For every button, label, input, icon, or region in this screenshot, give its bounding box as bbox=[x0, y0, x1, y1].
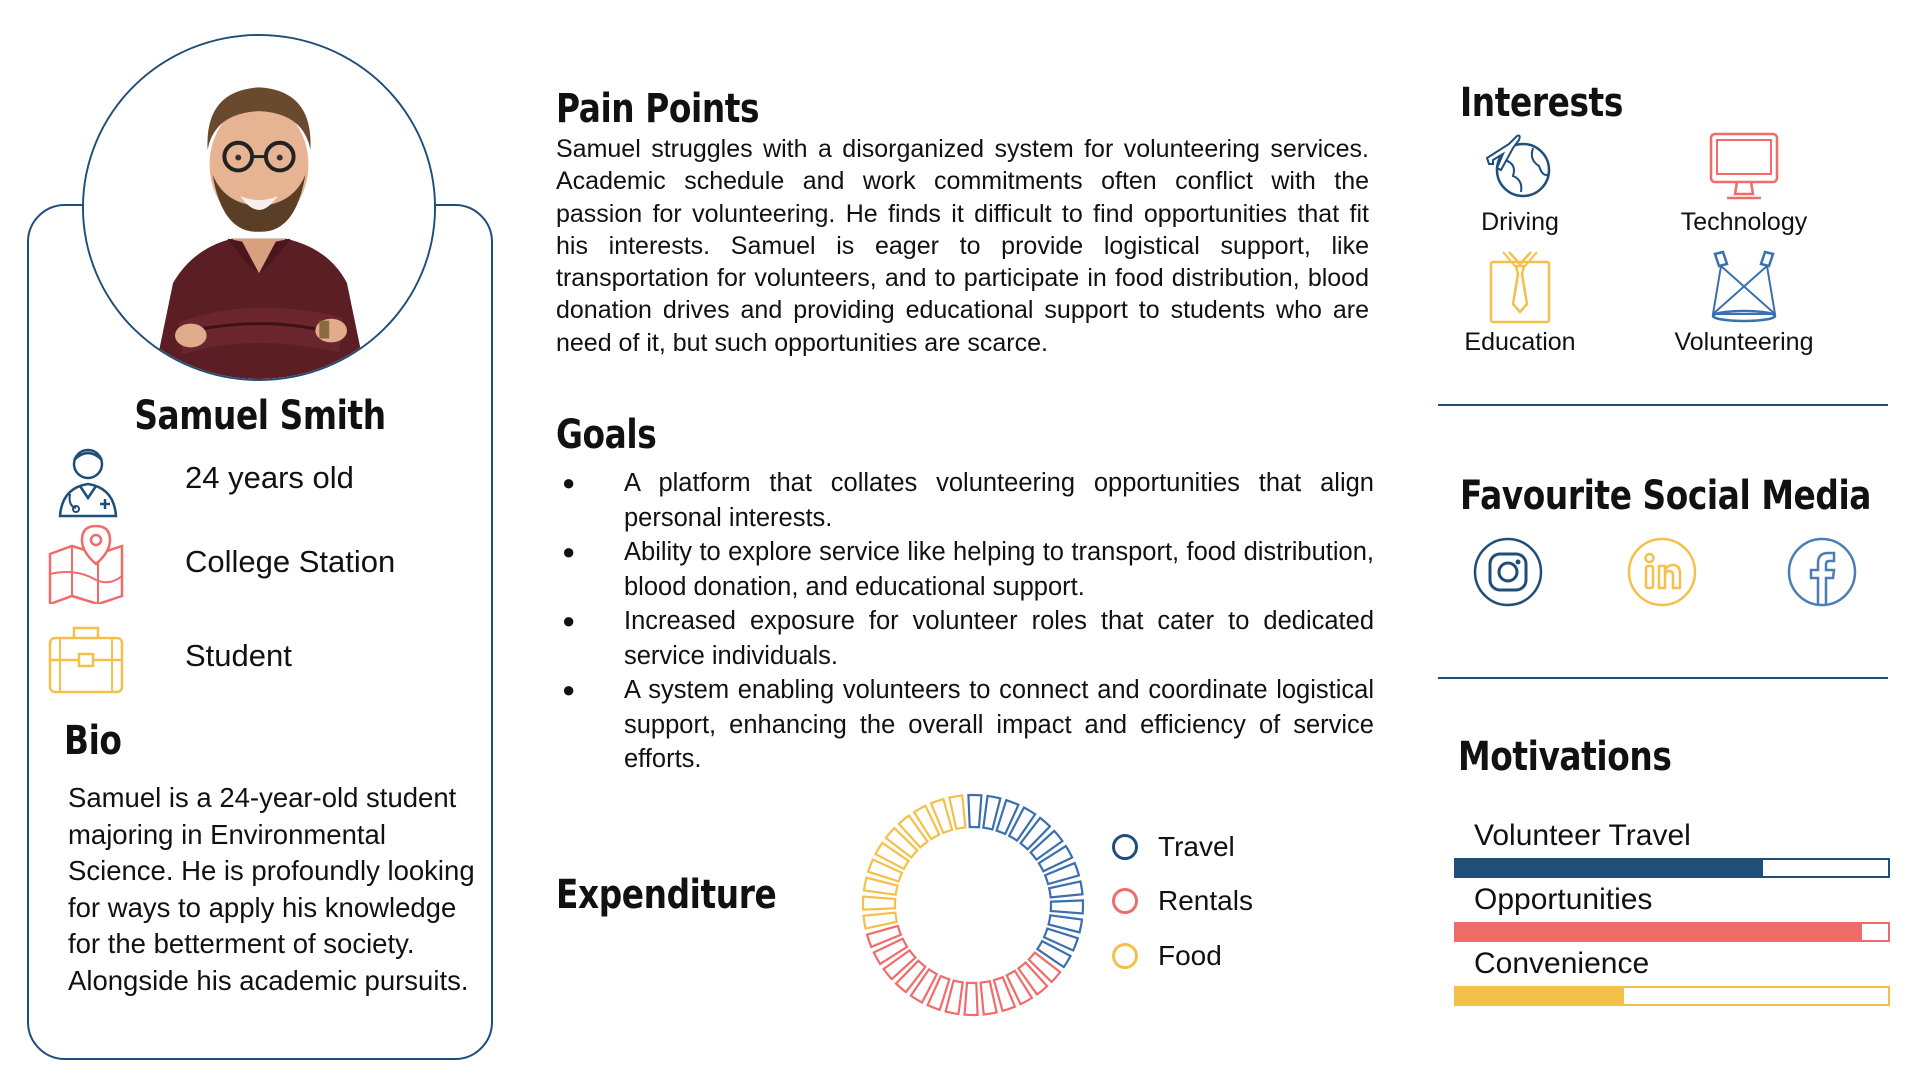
legend-item-travel: Travel bbox=[1112, 827, 1235, 867]
motivation-label: Volunteer Travel bbox=[1474, 819, 1691, 852]
facebook-icon[interactable] bbox=[1786, 536, 1858, 608]
bio-text: Samuel is a 24-year-old student majoring… bbox=[68, 782, 475, 996]
legend-item-rentals: Rentals bbox=[1112, 881, 1253, 921]
goals-list: ● A platform that collates volunteering o… bbox=[556, 466, 1374, 777]
social-media-heading: Favourite Social Media bbox=[1460, 473, 1872, 519]
motivation-bar-convenience bbox=[1454, 986, 1890, 1006]
donut-segment-food bbox=[912, 804, 941, 841]
expenditure-heading: Expenditure bbox=[556, 872, 777, 918]
interests-heading: Interests bbox=[1460, 80, 1623, 126]
donut-segment-travel bbox=[1043, 861, 1081, 886]
donut-segment-rentals bbox=[1005, 969, 1034, 1006]
interest-technology: Technology bbox=[1644, 130, 1844, 237]
donut-segment-rentals bbox=[963, 981, 979, 1017]
bullet-icon: ● bbox=[562, 608, 576, 633]
persona-name: Samuel Smith bbox=[134, 393, 386, 439]
legend-label: Food bbox=[1158, 940, 1222, 971]
donut-segment-rentals bbox=[1016, 961, 1049, 996]
donut-segment-travel bbox=[1047, 914, 1084, 934]
donut-segment-food bbox=[866, 858, 904, 883]
donut-segment-travel bbox=[995, 798, 1020, 836]
linkedin-icon[interactable] bbox=[1626, 536, 1698, 608]
donut-segment-rentals bbox=[894, 959, 927, 994]
interest-education: Education bbox=[1420, 250, 1620, 357]
donut-segment-food bbox=[861, 895, 897, 911]
goal-item: ● A platform that collates volunteering o… bbox=[556, 466, 1374, 535]
donut-segment-food bbox=[862, 876, 899, 896]
donut-segment-travel bbox=[1047, 880, 1084, 899]
donut-segment-travel bbox=[1029, 829, 1064, 862]
interest-volunteering: Volunteering bbox=[1644, 250, 1844, 357]
donut-segment-rentals bbox=[909, 967, 939, 1004]
motivation-label: Convenience bbox=[1474, 947, 1650, 980]
donut-segment-travel bbox=[1042, 927, 1080, 952]
goal-item: ● Ability to explore service like helping… bbox=[556, 535, 1374, 604]
donut-segment-rentals bbox=[1027, 951, 1062, 984]
pain-points-heading: Pain Points bbox=[556, 86, 760, 132]
section-divider bbox=[1438, 404, 1888, 406]
bullet-icon: ● bbox=[562, 677, 576, 702]
donut-segment-travel bbox=[982, 794, 1002, 831]
shirt-tie-icon bbox=[1489, 251, 1551, 324]
donut-segment-rentals bbox=[882, 948, 917, 981]
goal-item: ● Increased exposure for volunteer roles … bbox=[556, 604, 1374, 673]
donut-segment-rentals bbox=[872, 937, 909, 966]
instagram-icon[interactable] bbox=[1472, 536, 1544, 608]
monitor-icon bbox=[1709, 132, 1779, 200]
donut-segment-travel bbox=[1019, 816, 1052, 851]
donut-segment-food bbox=[897, 814, 930, 849]
legend-dot-food bbox=[1112, 943, 1138, 969]
spotlights-icon bbox=[1711, 250, 1777, 323]
pain-points-text: Samuel struggles with a disorganized sys… bbox=[556, 135, 1369, 357]
goals-heading: Goals bbox=[556, 412, 657, 458]
globe-plane-icon bbox=[1485, 134, 1551, 198]
donut-segment-travel bbox=[1007, 806, 1037, 843]
bio-heading: Bio bbox=[64, 718, 122, 764]
motivations-heading: Motivations bbox=[1458, 734, 1672, 780]
donut-segment-food bbox=[948, 794, 967, 831]
legend-dot-travel bbox=[1112, 834, 1138, 860]
motivation-bar-opportunities bbox=[1454, 922, 1890, 942]
section-divider bbox=[1438, 677, 1888, 679]
bullet-icon: ● bbox=[562, 539, 576, 564]
briefcase-icon bbox=[46, 618, 126, 698]
doctor-user-icon bbox=[48, 440, 128, 520]
motivation-fill bbox=[1456, 988, 1625, 1004]
goal-item: ● A system enabling volunteers to connect… bbox=[556, 673, 1374, 777]
legend-label: Rentals bbox=[1158, 885, 1253, 916]
donut-segment-travel bbox=[967, 793, 983, 829]
donut-segment-rentals bbox=[944, 979, 964, 1016]
bullet-icon: ● bbox=[562, 470, 576, 495]
donut-segment-food bbox=[874, 841, 911, 871]
donut-segment-rentals bbox=[926, 974, 951, 1012]
motivation-bar-volunteer-travel bbox=[1454, 858, 1890, 878]
expenditure-donut-chart bbox=[861, 793, 1085, 1017]
age-text: 24 years old bbox=[185, 460, 354, 495]
donut-segment-food bbox=[884, 826, 919, 859]
map-pin-icon bbox=[46, 524, 126, 606]
donut-segment-rentals bbox=[865, 924, 903, 949]
donut-segment-food bbox=[862, 911, 899, 930]
donut-segment-rentals bbox=[992, 975, 1017, 1013]
donut-segment-food bbox=[929, 797, 954, 835]
donut-segment-travel bbox=[1035, 939, 1072, 969]
occupation-text: Student bbox=[185, 638, 292, 673]
profile-photo-illustration bbox=[84, 36, 434, 379]
motivation-fill bbox=[1456, 924, 1863, 940]
donut-segment-travel bbox=[1037, 844, 1074, 873]
location-text: College Station bbox=[185, 544, 396, 579]
interest-driving: Driving bbox=[1420, 130, 1620, 237]
legend-label: Travel bbox=[1158, 831, 1235, 862]
avatar bbox=[82, 34, 436, 381]
legend-dot-rentals bbox=[1112, 888, 1138, 914]
motivation-fill bbox=[1456, 860, 1763, 876]
motivation-label: Opportunities bbox=[1474, 883, 1653, 916]
donut-segment-rentals bbox=[979, 979, 998, 1016]
donut-segment-travel bbox=[1049, 899, 1085, 915]
legend-item-food: Food bbox=[1112, 936, 1222, 976]
